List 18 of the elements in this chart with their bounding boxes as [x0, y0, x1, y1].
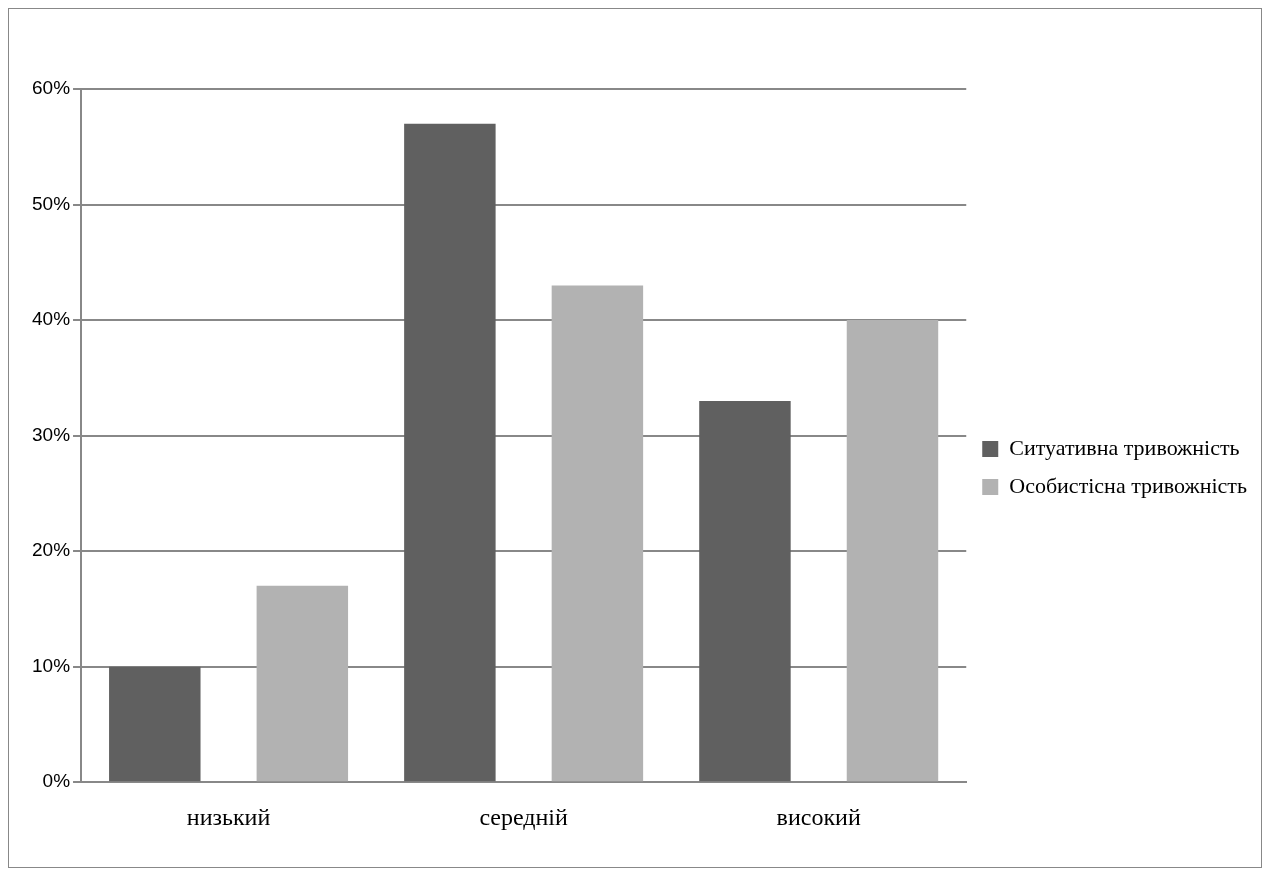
- legend-label: Ситуативна тривожність: [1009, 434, 1240, 460]
- y-tick-label: 50%: [32, 192, 71, 214]
- y-tick-label: 0%: [42, 770, 71, 792]
- bar: [846, 320, 939, 782]
- y-tick-label: 40%: [32, 308, 71, 330]
- x-tick-label: високий: [776, 803, 861, 830]
- y-tick-label: 10%: [32, 654, 71, 676]
- y-tick-label: 20%: [32, 539, 71, 561]
- bar: [404, 123, 496, 782]
- x-tick-label: низький: [186, 803, 271, 830]
- legend-label: Особистісна тривожність: [1009, 472, 1248, 498]
- bar: [256, 585, 349, 782]
- bar: [109, 666, 201, 782]
- bar: [699, 400, 791, 782]
- x-tick-label: середній: [479, 803, 569, 830]
- bar: [551, 285, 644, 782]
- y-tick-label: 30%: [32, 423, 71, 445]
- y-tick-label: 60%: [32, 77, 71, 99]
